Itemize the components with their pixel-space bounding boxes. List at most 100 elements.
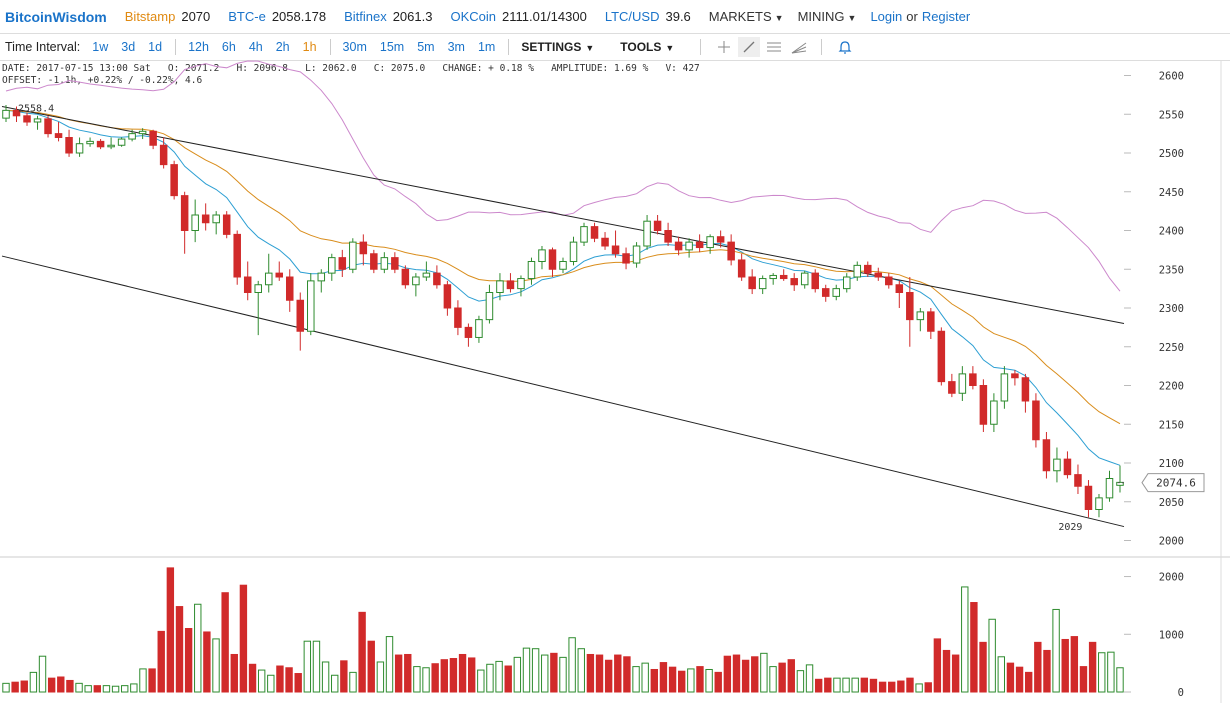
candle-body	[191, 214, 199, 231]
candle-body	[517, 278, 525, 290]
interval-button-30m[interactable]: 30m	[342, 39, 367, 54]
candle-body	[832, 288, 841, 297]
market-name[interactable]: BTC-e	[228, 9, 266, 24]
volume-bar	[413, 666, 421, 693]
candle-body	[412, 276, 420, 286]
volume-bar	[924, 682, 932, 693]
volume-bar	[1079, 666, 1088, 693]
interval-button-4h[interactable]: 4h	[248, 39, 263, 54]
candle-body	[1000, 373, 1009, 402]
volume-bar	[933, 638, 942, 693]
candle-body	[1032, 400, 1040, 441]
interval-group-long: 1w 3d 1d	[92, 40, 175, 54]
market-name[interactable]: Bitstamp	[124, 9, 176, 24]
volume-axis-label: 2000	[1159, 572, 1184, 584]
candle-body	[737, 259, 746, 278]
market-name[interactable]: OKCoin	[450, 9, 496, 24]
candle-body	[695, 241, 704, 249]
candle-body	[853, 264, 862, 278]
candle-body	[201, 214, 210, 224]
volume-bar	[550, 652, 558, 693]
candle-body	[1095, 497, 1103, 510]
market-name[interactable]: Bitfinex	[344, 9, 387, 24]
volume-bar	[29, 671, 38, 693]
register-link[interactable]: Register	[921, 9, 971, 24]
brand-logo[interactable]: BitcoinWisdom	[5, 8, 107, 25]
interval-button-6h[interactable]: 6h	[221, 39, 236, 54]
settings-dropdown[interactable]: SETTINGS ▼	[521, 39, 595, 54]
volume-bar	[760, 652, 768, 693]
parallel-lines-icon[interactable]	[763, 37, 785, 57]
volume-bar	[522, 647, 531, 693]
interval-button-15m[interactable]: 15m	[379, 39, 405, 54]
interval-button-3m[interactable]: 3m	[447, 39, 465, 54]
bell-icon[interactable]	[834, 37, 856, 57]
volume-bar	[38, 655, 47, 693]
price-axis-label: 2600	[1159, 71, 1184, 83]
market-price: 2061.3	[392, 9, 433, 24]
candle-body	[475, 319, 483, 338]
crosshair-icon[interactable]	[713, 37, 735, 57]
candle-body	[1021, 377, 1030, 402]
price-chart[interactable]: 2000 2050 2100 2150 2200 2250 2300 2350 2400 2450…	[0, 60, 1230, 703]
interval-button-2h[interactable]: 2h	[275, 39, 290, 54]
interval-button-1h[interactable]: 1h	[302, 39, 317, 54]
lower-trendline	[1, 255, 1125, 528]
volume-bar	[778, 662, 786, 693]
candle-body	[138, 130, 147, 135]
volume-bar	[787, 659, 795, 693]
divider	[329, 38, 331, 55]
candle-body	[65, 137, 73, 154]
candle-body	[443, 284, 452, 309]
volume-bar	[531, 648, 540, 693]
login-link[interactable]: Login	[870, 9, 903, 24]
volume-bar	[1116, 667, 1124, 693]
volume-bar	[111, 685, 120, 693]
volume-bar	[961, 586, 969, 693]
tools-dropdown[interactable]: TOOLS ▼	[620, 39, 675, 54]
volume-bar	[1024, 671, 1033, 693]
candle-body	[464, 326, 473, 338]
volume-bar	[230, 653, 238, 693]
volume-bar	[568, 637, 576, 693]
price-axis-label: 2350	[1159, 264, 1184, 276]
volume-bar	[422, 667, 430, 693]
candle-body	[927, 311, 935, 332]
candle-body	[296, 299, 305, 332]
chart-toolbar: Time Interval: 1w 3d 1d 12h 6h 4h 2h 1h 30m 15m…	[0, 33, 1230, 61]
interval-group-minutes: 30m 15m 5m 3m 1m	[343, 40, 509, 54]
candle-body	[990, 400, 998, 425]
market-name[interactable]: LTC/USD	[604, 9, 660, 24]
markets-menu[interactable]: MARKETS ▼	[708, 9, 784, 24]
volume-bar	[833, 677, 841, 693]
price-axis-label: 2050	[1159, 497, 1184, 509]
candle-body	[75, 143, 84, 154]
interval-button-5m[interactable]: 5m	[417, 39, 435, 54]
candle-body	[117, 138, 126, 146]
volume-bar	[121, 685, 129, 693]
fan-icon[interactable]	[788, 37, 810, 57]
volume-bar	[897, 680, 905, 693]
volume-bar	[349, 671, 357, 693]
candle-body	[821, 288, 830, 297]
volume-bar	[102, 685, 111, 693]
interval-button-1w[interactable]: 1w	[92, 39, 109, 54]
volume-bar	[285, 667, 293, 693]
interval-button-1d[interactable]: 1d	[148, 39, 163, 54]
volume-bar	[796, 670, 805, 693]
candle-body	[611, 245, 620, 255]
volume-bar	[888, 681, 896, 693]
candle-body	[170, 164, 178, 197]
candle-body	[149, 130, 157, 146]
candle-body	[275, 272, 284, 278]
volume-bar	[714, 671, 722, 693]
volume-bar	[751, 656, 759, 693]
volume-bar	[869, 678, 878, 693]
interval-button-1m[interactable]: 1m	[477, 39, 496, 54]
interval-button-12h[interactable]: 12h	[188, 39, 209, 54]
line-draw-icon[interactable]	[738, 36, 761, 57]
mining-menu[interactable]: MINING ▼	[797, 9, 857, 24]
volume-bar	[139, 668, 147, 693]
interval-button-3d[interactable]: 3d	[121, 39, 136, 54]
volume-bar	[248, 663, 257, 693]
